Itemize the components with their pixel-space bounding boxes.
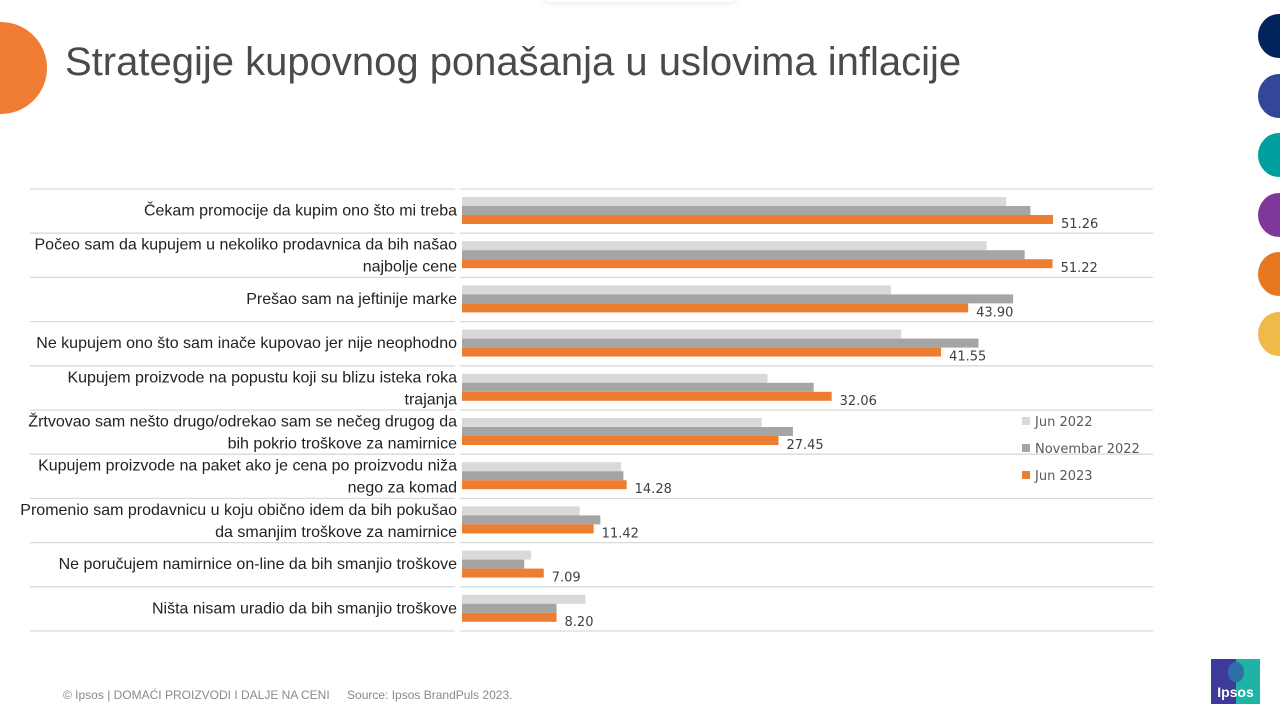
gridlines [30,188,1153,632]
bar-novembar-2022 [462,603,557,613]
category-label-line: Žrtvovao sam nešto drugo/odrekao sam se … [28,412,457,431]
bar-jun-2023 [462,436,779,445]
data-label: 27.45 [786,438,823,453]
category-label-line: nego za komad [348,480,457,497]
data-label: 51.22 [1061,261,1098,276]
ipsos-logo: Ipsos [1211,659,1260,704]
footer: © Ipsos | DOMAĆI PROIZVODI I DALJE NA CE… [63,688,512,702]
data-label: 8.20 [565,615,594,630]
bars [462,197,1054,622]
category-label-line: Čekam promocije da kupim ono što mi treb… [144,201,457,220]
brand-color-dots [1258,14,1280,371]
brand-dot [1258,73,1280,118]
bar-jun-2022 [462,197,1007,206]
legend: Jun 2022 Novembar 2022 Jun 2023 [1022,415,1140,484]
top-edge-shadow [545,0,735,2]
brand-dot [1258,192,1280,237]
bar-jun-2022 [462,373,768,383]
bar-jun-2023 [462,524,594,534]
bar-jun-2022 [462,285,891,295]
bar-jun-2023 [462,347,942,357]
legend-label: Jun 2022 [1034,415,1093,430]
brand-dot [1258,133,1280,177]
data-label: 41.55 [949,350,986,365]
bar-novembar-2022 [462,427,793,436]
category-label: Ne kupujem ono što sam inače kupovao jer… [36,335,457,352]
data-label: 7.09 [552,571,581,586]
category-label: Žrtvovao sam nešto drugo/odrekao sam se … [28,412,457,453]
bar-jun-2023 [462,480,627,490]
category-label: Čekam promocije da kupim ono što mi treb… [144,201,457,220]
legend-label: Novembar 2022 [1035,442,1140,457]
bar-jun-2023 [462,612,557,622]
category-label-line: Ne kupujem ono što sam inače kupovao jer… [36,335,457,352]
bar-novembar-2022 [462,471,624,481]
bar-novembar-2022 [462,206,1031,215]
category-label-line: bih pokrio troškove za namirnice [228,436,458,453]
category-label-line: Kupujem proizvode na paket ako je cena p… [38,458,457,475]
brand-dot [1258,311,1280,356]
category-label-line: da smanjim troškove za namirnice [215,524,457,541]
bar-jun-2023 [462,259,1053,269]
category-label: Ne poručujem namirnice on-line da bih sm… [59,556,458,573]
bar-jun-2022 [462,594,586,604]
bar-novembar-2022 [462,382,814,392]
category-label: Kupujem proizvode na popustu koji su bli… [67,369,457,408]
logo-head-icon [1228,662,1244,682]
data-label: 43.90 [976,305,1013,320]
category-label-line: trajanja [405,391,458,408]
bar-novembar-2022 [462,559,525,569]
bar-novembar-2022 [462,294,1014,304]
brand-dot [1258,252,1280,296]
category-label: Počeo sam da kupujem u nekoliko prodavni… [35,237,458,276]
category-label-line: Ne poručujem namirnice on-line da bih sm… [59,556,458,573]
data-labels: 51.26 51.22 43.90 41.55 32.06 27.45 14.28 11.42… [552,217,1098,630]
bar-jun-2022 [462,462,622,472]
category-label-line: Prešao sam na jeftinije marke [246,291,457,308]
legend-swatch [1022,417,1030,425]
bar-jun-2022 [462,418,762,427]
legend-swatch [1022,444,1030,452]
category-label: Kupujem proizvode na paket ako je cena p… [38,458,457,497]
data-label: 32.06 [840,394,877,409]
category-label: Prešao sam na jeftinije marke [246,291,457,308]
category-label-line: Promenio sam prodavnicu u koju obično id… [20,502,457,519]
legend-label: Jun 2023 [1034,469,1093,484]
legend-swatch [1022,471,1030,479]
bar-jun-2023 [462,568,544,578]
data-label: 11.42 [602,526,639,541]
bar-novembar-2022 [462,338,979,348]
bar-jun-2023 [462,303,969,313]
footer-copyright: © Ipsos | DOMAĆI PROIZVODI I DALJE NA CE… [63,688,330,702]
bar-novembar-2022 [462,515,601,525]
brand-dot [1258,14,1280,58]
category-label: Ništa nisam uradio da bih smanjio troško… [152,600,457,617]
bar-novembar-2022 [462,250,1025,260]
bar-jun-2022 [462,506,580,516]
category-label-line: Kupujem proizvode na popustu koji su bli… [67,369,457,386]
footer-source: Source: Ipsos BrandPuls 2023. [347,688,513,702]
category-label: Promenio sam prodavnicu u koju obično id… [20,502,457,541]
bar-jun-2022 [462,329,902,339]
bar-jun-2022 [462,550,532,560]
data-label: 51.26 [1061,217,1098,232]
data-label: 14.28 [635,482,672,497]
category-labels: Čekam promocije da kupim ono što mi treb… [20,201,457,618]
logo-text: Ipsos [1217,684,1254,700]
bar-jun-2023 [462,391,832,401]
category-label-line: Ništa nisam uradio da bih smanjio troško… [152,600,457,617]
bar-jun-2023 [462,215,1054,224]
category-label-line: najbolje cene [363,259,457,276]
category-label-line: Počeo sam da kupujem u nekoliko prodavni… [35,237,458,254]
page-title: Strategije kupovnog ponašanja u uslovima… [65,40,962,84]
bar-jun-2022 [462,241,987,251]
